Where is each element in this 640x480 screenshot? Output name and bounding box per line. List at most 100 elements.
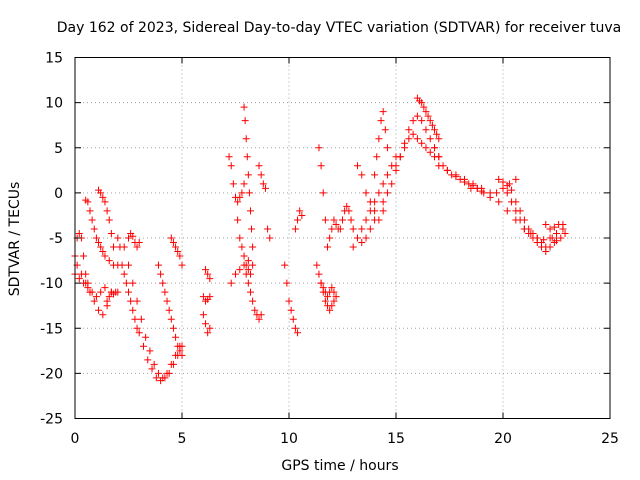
data-point	[97, 288, 105, 296]
data-point	[249, 261, 257, 269]
data-point	[326, 234, 334, 242]
series-arc-17	[234, 216, 254, 278]
data-point	[125, 288, 132, 296]
series-arc-36	[435, 162, 528, 233]
data-point	[146, 347, 154, 355]
data-point	[174, 342, 182, 350]
data-point	[242, 261, 250, 269]
data-point	[296, 207, 304, 215]
data-point	[330, 297, 338, 305]
data-point	[553, 229, 560, 237]
data-point	[371, 207, 379, 215]
data-point	[127, 297, 135, 305]
y-tick-label: -5	[49, 231, 63, 247]
series-arc-6	[103, 288, 122, 305]
data-point	[495, 175, 503, 183]
data-point	[328, 284, 336, 292]
data-point	[236, 266, 244, 274]
series-arc-42	[548, 229, 569, 245]
data-point	[527, 229, 535, 237]
data-point	[349, 243, 357, 251]
series-arc-19	[242, 270, 265, 323]
data-point	[227, 279, 235, 287]
data-point	[152, 374, 160, 382]
data-point	[257, 171, 265, 179]
data-point	[202, 266, 210, 274]
data-point	[172, 333, 180, 341]
data-point	[317, 279, 325, 287]
data-point	[291, 324, 299, 332]
data-point	[362, 189, 370, 197]
data-point	[508, 198, 516, 206]
data-point	[261, 184, 269, 192]
data-point	[244, 279, 252, 287]
data-points	[71, 94, 569, 385]
data-point	[486, 193, 494, 201]
data-point	[546, 243, 554, 251]
data-point	[431, 126, 439, 134]
data-point	[420, 103, 428, 111]
data-point	[281, 261, 289, 269]
data-point	[291, 225, 299, 233]
data-point	[244, 171, 252, 179]
data-point	[435, 153, 443, 161]
data-point	[499, 178, 507, 186]
series-arc-5	[95, 186, 118, 251]
data-point	[159, 374, 167, 382]
data-point	[383, 171, 391, 179]
data-point	[426, 148, 434, 156]
series-arc-20	[255, 162, 269, 192]
data-point	[199, 311, 207, 319]
data-point	[381, 126, 389, 134]
data-point	[202, 320, 210, 328]
data-point	[110, 243, 118, 251]
data-point	[315, 144, 323, 152]
data-point	[358, 239, 366, 247]
data-point	[542, 220, 550, 228]
y-tick-label: -10	[40, 276, 63, 292]
data-point	[480, 189, 488, 197]
data-point	[405, 135, 413, 143]
data-point	[413, 135, 421, 143]
data-point	[242, 270, 250, 278]
data-point	[343, 202, 351, 210]
data-point	[133, 324, 141, 332]
x-tick-label: 15	[387, 431, 405, 447]
data-point	[379, 180, 387, 188]
data-point	[435, 162, 443, 170]
data-point	[114, 234, 122, 242]
data-point	[330, 216, 338, 224]
data-point	[232, 270, 239, 278]
data-point	[362, 216, 370, 224]
data-point	[95, 239, 103, 247]
y-axis-title: SDTVAR / TECUs	[7, 182, 23, 297]
series-arc-39	[503, 189, 558, 256]
series-arc-31	[371, 108, 391, 179]
series-arc-27	[324, 216, 342, 251]
data-point	[77, 270, 85, 278]
data-point	[426, 117, 434, 125]
data-point	[172, 351, 180, 359]
data-point	[493, 189, 501, 197]
data-point	[426, 135, 434, 143]
data-point	[422, 126, 430, 134]
series-arc-21	[264, 225, 274, 242]
data-point	[105, 293, 113, 301]
data-point	[409, 117, 417, 125]
data-point	[236, 234, 244, 242]
data-point	[332, 220, 340, 228]
series-arc-14	[199, 311, 214, 337]
y-tick-label: -20	[40, 366, 63, 382]
data-point	[204, 270, 212, 278]
data-point	[431, 144, 439, 152]
data-point	[159, 279, 167, 287]
data-point	[144, 356, 152, 364]
data-point	[495, 198, 503, 206]
data-point	[324, 243, 332, 251]
series-arc-32	[379, 112, 439, 206]
data-point	[548, 234, 556, 242]
series-arc-13	[199, 293, 214, 305]
data-point	[469, 180, 477, 188]
data-point	[234, 216, 242, 224]
